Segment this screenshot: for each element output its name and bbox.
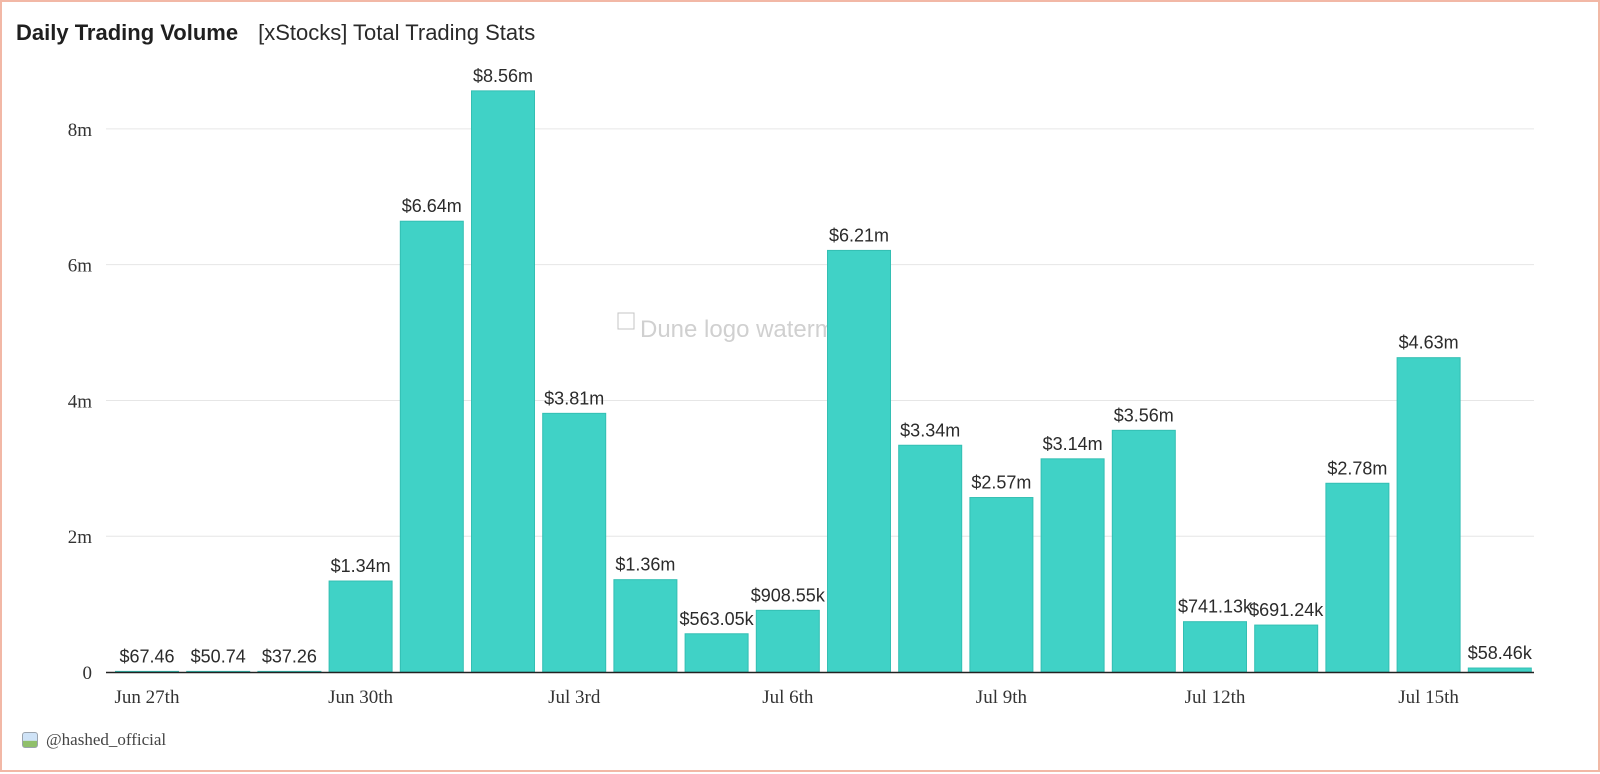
data-label: $67.46 <box>119 646 174 666</box>
data-label: $1.34m <box>331 556 391 576</box>
data-label: $4.63m <box>1399 333 1459 353</box>
bar[interactable] <box>1396 357 1461 673</box>
x-tick-label: Jul 9th <box>976 687 1028 708</box>
data-label: $908.55k <box>751 585 826 605</box>
data-label: $3.81m <box>544 388 604 408</box>
data-label: $691.24k <box>1249 600 1324 620</box>
data-labels: $67.46 $50.74 $37.26 $1.34m $6.64m $8.56m $3.8… <box>119 66 1532 667</box>
y-tick-label: 4m <box>68 391 93 412</box>
data-label: $8.56m <box>473 66 533 86</box>
gridlines <box>106 128 1534 537</box>
data-label: $3.14m <box>1043 434 1103 454</box>
data-label: $6.64m <box>402 196 462 216</box>
bar[interactable] <box>1254 624 1319 673</box>
bar[interactable] <box>827 249 891 673</box>
data-label: $50.74 <box>191 646 246 666</box>
bar[interactable] <box>898 444 963 673</box>
y-tick-label: 8m <box>68 120 93 141</box>
bar[interactable] <box>755 609 820 673</box>
data-label: $6.21m <box>829 225 889 245</box>
data-label: $2.78m <box>1327 458 1387 478</box>
bar[interactable] <box>969 497 1034 673</box>
chart-title: Daily Trading Volume <box>16 20 239 45</box>
data-label: $58.46k <box>1468 643 1533 663</box>
bar[interactable] <box>542 412 607 673</box>
bar[interactable] <box>399 220 464 673</box>
data-label: $2.57m <box>971 473 1031 493</box>
bar[interactable] <box>1111 429 1176 673</box>
bar[interactable] <box>613 579 678 673</box>
chart-subtitle: [xStocks] Total Trading Stats <box>258 20 536 45</box>
bar[interactable] <box>471 90 535 673</box>
bars <box>115 90 1532 673</box>
axes: 0 2m 4m 6m 8m Jun 27th Jun 30th Jul 3rd Jul 6th J… <box>68 120 1534 708</box>
avatar-icon <box>22 732 38 748</box>
x-tick-label: Jul 12th <box>1185 687 1246 708</box>
y-tick-label: 6m <box>68 256 93 277</box>
data-label: $3.56m <box>1114 405 1174 425</box>
bar[interactable] <box>1040 458 1105 673</box>
bar[interactable] <box>684 633 749 673</box>
broken-image-icon <box>617 312 635 330</box>
x-tick-label: Jun 30th <box>328 687 393 708</box>
y-tick-label: 2m <box>68 527 93 548</box>
data-label: $37.26 <box>262 646 317 666</box>
x-tick-label: Jul 3rd <box>548 687 601 708</box>
bar[interactable] <box>1325 482 1390 673</box>
bar[interactable] <box>328 580 393 673</box>
bar[interactable] <box>1467 667 1532 673</box>
data-label: $1.36m <box>615 555 675 575</box>
data-label: $563.05k <box>680 609 755 629</box>
x-tick-label: Jul 6th <box>762 687 814 708</box>
x-tick-label: Jun 27th <box>115 687 180 708</box>
bar[interactable] <box>1183 621 1247 673</box>
footer: @hashed_official <box>22 730 166 750</box>
data-label: $741.13k <box>1178 597 1253 617</box>
chart-header: Daily Trading Volume [xStocks] Total Tra… <box>16 20 535 46</box>
data-label: $3.34m <box>900 420 960 440</box>
x-tick-label: Jul 15th <box>1398 687 1459 708</box>
y-tick-label: 0 <box>83 663 93 684</box>
footer-handle: @hashed_official <box>46 730 167 749</box>
